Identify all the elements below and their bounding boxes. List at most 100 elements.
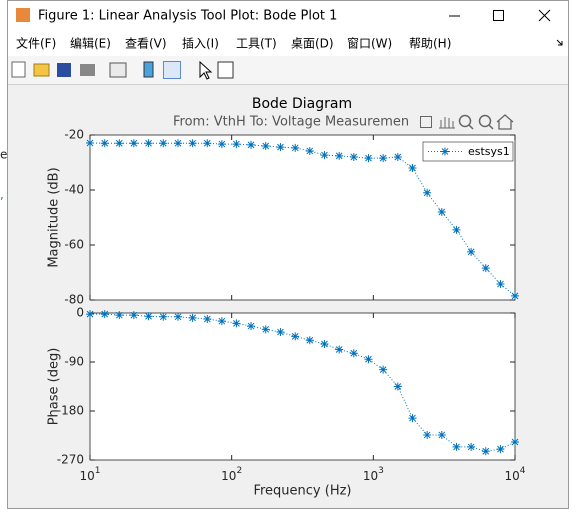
y-tick-label: -180 [57, 404, 84, 418]
tool-link[interactable] [109, 62, 127, 78]
menu-item[interactable]: 帮助(H) [409, 37, 451, 51]
menu-bar [8, 32, 568, 56]
x-axis-label: Frequency (Hz) [253, 484, 351, 499]
marker [115, 139, 124, 148]
marker [481, 264, 490, 273]
marker [364, 154, 373, 163]
tool-brush[interactable] [420, 116, 432, 128]
marker [467, 247, 476, 256]
menu-item[interactable]: 桌面(D) [291, 37, 334, 51]
menu-item[interactable]: 查看(V) [125, 37, 167, 51]
title-bar [8, 1, 568, 32]
marker [144, 139, 153, 148]
y-tick-label: -270 [57, 453, 84, 467]
legend-label: estsys1 [468, 145, 510, 158]
marker [379, 154, 388, 163]
menu: 文件(F) 编辑(E) 查看(V) 插入(I) 工具(T) 桌面(D) 窗口(W) 帮助(H) [16, 36, 451, 51]
marker [452, 442, 461, 451]
tool-new[interactable] [11, 61, 26, 78]
y-tick-label: -60 [64, 238, 84, 252]
x-tick-label: 103 [363, 466, 384, 483]
marker [173, 139, 182, 148]
tool-print[interactable] [80, 64, 95, 76]
tool-zoom-in[interactable] [458, 114, 472, 128]
marker [335, 151, 344, 160]
marker [203, 139, 212, 148]
marker [511, 291, 519, 300]
menu-item[interactable]: 工具(T) [236, 37, 277, 51]
tool-property[interactable] [217, 61, 234, 79]
marker [496, 445, 505, 454]
marker [115, 311, 124, 320]
menu-item[interactable]: 窗口(W) [347, 37, 392, 51]
tool-zoom-out[interactable] [478, 114, 492, 128]
maximize-button[interactable] [493, 10, 504, 21]
tool-home[interactable] [496, 114, 514, 130]
menu-item[interactable]: 文件(F) [16, 36, 56, 51]
marker [159, 312, 168, 321]
close-button[interactable] [538, 9, 551, 22]
tool-save[interactable] [57, 63, 71, 77]
marker [305, 146, 314, 155]
marker [217, 317, 226, 326]
marker [291, 143, 300, 152]
marker [320, 151, 329, 160]
tool-pan[interactable] [439, 117, 455, 129]
marker [247, 322, 256, 331]
y-tick-label: -90 [64, 355, 84, 369]
marker [261, 142, 270, 150]
marker [247, 140, 256, 149]
tool-open[interactable] [33, 63, 50, 77]
marker [100, 310, 109, 319]
marker [452, 225, 461, 234]
toolbar [8, 56, 568, 84]
dock-arrow[interactable] [556, 39, 563, 46]
tool-pointer[interactable] [199, 60, 213, 80]
tool-colorbar[interactable] [143, 61, 154, 78]
marker [276, 143, 285, 152]
marker [188, 139, 197, 148]
y-tick-label: -80 [64, 293, 84, 307]
marker [173, 312, 182, 321]
marker [86, 310, 94, 319]
window-title: Figure 1: Linear Analysis Tool Plot: Bod… [38, 9, 337, 24]
marker [364, 355, 373, 364]
marker [261, 325, 270, 334]
marker [349, 349, 358, 358]
marker [467, 442, 476, 451]
y-tick-label: -20 [64, 128, 84, 142]
marker [188, 313, 197, 322]
marker [203, 314, 212, 323]
background-text: , [0, 188, 4, 202]
marker [481, 447, 490, 456]
legend-marker [441, 147, 449, 156]
marker [437, 430, 446, 439]
y-tick-label: -40 [64, 183, 84, 197]
marker [379, 365, 388, 374]
marker [320, 340, 329, 349]
marker [393, 382, 402, 391]
y-axis-label: Phase (deg) [47, 348, 62, 426]
marker [335, 345, 344, 354]
chart-subtitle: From: VthH To: Voltage Measuremen [173, 115, 409, 130]
app-icon [16, 8, 30, 22]
marker [408, 414, 417, 423]
menu-item[interactable]: 编辑(E) [70, 36, 111, 51]
zoom-handle [488, 124, 494, 130]
plot-tools [417, 112, 517, 132]
marker [129, 311, 138, 320]
marker [437, 208, 446, 216]
marker [291, 332, 300, 341]
tool-legend[interactable] [163, 61, 181, 79]
marker [86, 138, 94, 147]
marker [511, 438, 519, 447]
legend [422, 141, 514, 162]
marker [349, 153, 358, 161]
menu-item[interactable]: 插入(I) [182, 37, 219, 51]
marker [423, 188, 432, 197]
marker [305, 336, 314, 345]
axes [89, 312, 516, 461]
x-tick-label: 101 [79, 466, 100, 483]
y-axis-label: Magnitude (dB) [47, 167, 62, 267]
axes [89, 134, 516, 301]
